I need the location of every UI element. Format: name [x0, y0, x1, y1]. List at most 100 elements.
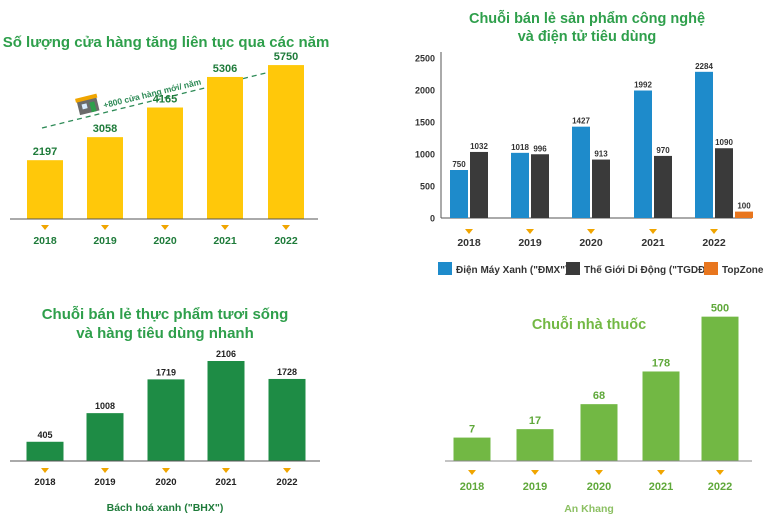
x-tick-pharmacy-2019: 2019 [523, 481, 547, 493]
tick-marker-pharmacy-2019 [531, 470, 539, 475]
tick-marker-grocery-2022 [283, 468, 291, 473]
tick-marker-electronics-2022 [710, 229, 718, 234]
tick-marker-electronics-2021 [649, 229, 657, 234]
bar-tgdd-2019 [531, 154, 549, 218]
x-tick-grocery-2022: 2022 [276, 477, 297, 488]
data-label-tgdd-2018: 1032 [470, 142, 488, 151]
y-tick-electronics-500: 500 [420, 182, 435, 192]
bar-dmx-2022 [695, 71, 713, 218]
chart-title-stores: Số lượng cửa hàng tăng liên tục qua các … [3, 34, 330, 51]
chart-title-grocery-line2: và hàng tiêu dùng nhanh [76, 325, 254, 342]
data-label-dmx-2022: 2284 [695, 62, 713, 71]
chart-title-grocery: Chuỗi bán lẻ thực phẩm tươi sống [42, 306, 289, 323]
chart-title-electronics-line2: và điện tử tiêu dùng [518, 29, 657, 45]
x-tick-grocery-2020: 2020 [155, 477, 176, 488]
data-label-stores-2019: 3058 [93, 123, 117, 135]
data-label-pharmacy-2020: 68 [593, 390, 605, 402]
data-label-grocery-2021: 2106 [216, 349, 236, 359]
legend-label-grocery: Bách hoá xanh ("BHX") [107, 502, 224, 514]
tick-marker-pharmacy-2022 [716, 470, 724, 475]
x-tick-electronics-2022: 2022 [702, 237, 726, 249]
data-label-grocery-2022: 1728 [277, 367, 297, 377]
data-label-dmx-2019: 1018 [511, 143, 529, 152]
bar-tgdd-2022 [715, 148, 733, 218]
bar-topzone-2022 [735, 211, 753, 218]
bar-pharmacy-2022 [701, 316, 739, 461]
legend-label-electronics-0: Điện Máy Xanh ("ĐMX") [456, 265, 568, 276]
data-label-dmx-2021: 1992 [634, 81, 652, 90]
x-tick-pharmacy-2018: 2018 [460, 481, 484, 493]
annotation-group: +800 cửa hàng mới/ năm [75, 76, 202, 116]
data-label-stores-2022: 5750 [274, 51, 298, 63]
tick-marker-electronics-2019 [526, 229, 534, 234]
bar-pharmacy-2021 [642, 371, 680, 461]
legend-swatch-electronics-0 [438, 262, 452, 275]
store-icon-door [89, 101, 97, 113]
data-label-stores-2020: 4165 [153, 94, 177, 106]
data-label-topzone-2022: 100 [737, 202, 751, 211]
data-label-tgdd-2022: 1090 [715, 138, 733, 147]
data-label-stores-2018: 2197 [33, 146, 57, 158]
x-tick-grocery-2019: 2019 [94, 477, 115, 488]
x-tick-stores-2019: 2019 [93, 235, 117, 247]
x-tick-pharmacy-2022: 2022 [708, 481, 732, 493]
bar-stores-2022 [268, 65, 304, 219]
tick-marker-stores-2022 [282, 225, 290, 230]
data-label-pharmacy-2021: 178 [652, 357, 670, 369]
legend-label-electronics-2: TopZone [722, 265, 764, 276]
bar-stores-2018 [27, 160, 63, 219]
bar-pharmacy-2020 [580, 404, 618, 461]
tick-marker-grocery-2020 [162, 468, 170, 473]
x-tick-grocery-2018: 2018 [34, 477, 55, 488]
bar-stores-2019 [87, 137, 123, 219]
x-tick-electronics-2018: 2018 [457, 237, 481, 249]
x-tick-electronics-2019: 2019 [518, 237, 542, 249]
legend-label-pharmacy: An Khang [564, 503, 614, 515]
bar-grocery-2019 [86, 413, 124, 461]
tick-marker-pharmacy-2020 [595, 470, 603, 475]
x-tick-stores-2018: 2018 [33, 235, 57, 247]
bar-dmx-2021 [634, 90, 652, 218]
bar-grocery-2020 [147, 379, 185, 461]
x-tick-electronics-2021: 2021 [641, 237, 665, 249]
data-label-grocery-2020: 1719 [156, 367, 176, 377]
data-label-grocery-2019: 1008 [95, 401, 115, 411]
y-tick-electronics-1000: 1000 [415, 150, 435, 160]
tick-marker-electronics-2018 [465, 229, 473, 234]
bar-dmx-2020 [572, 126, 590, 218]
x-tick-electronics-2020: 2020 [579, 237, 603, 249]
y-tick-electronics-2500: 2500 [415, 54, 435, 64]
bar-stores-2020 [147, 107, 183, 219]
data-label-dmx-2020: 1427 [572, 117, 590, 126]
tick-marker-pharmacy-2018 [468, 470, 476, 475]
chart-title-electronics: Chuỗi bán lẻ sản phẩm công nghệ [469, 10, 705, 27]
legend-swatch-electronics-1 [566, 262, 580, 275]
bar-grocery-2021 [207, 361, 245, 461]
x-tick-stores-2022: 2022 [274, 235, 298, 247]
bar-pharmacy-2019 [516, 429, 554, 461]
store-icon [75, 93, 100, 116]
tick-marker-stores-2018 [41, 225, 49, 230]
data-label-dmx-2018: 750 [452, 160, 466, 169]
data-label-pharmacy-2018: 7 [469, 424, 475, 436]
store-icon-awning [75, 93, 98, 103]
bar-dmx-2019 [511, 152, 529, 218]
bar-grocery-2022 [268, 378, 306, 461]
tick-marker-grocery-2021 [222, 468, 230, 473]
y-tick-electronics-1500: 1500 [415, 118, 435, 128]
tick-marker-stores-2021 [221, 225, 229, 230]
bar-tgdd-2020 [592, 159, 610, 218]
legend-label-electronics-1: Thế Giới Di Động ("TGDĐ") [584, 264, 713, 276]
data-label-pharmacy-2022: 500 [711, 303, 729, 315]
data-label-pharmacy-2019: 17 [529, 415, 541, 427]
x-tick-pharmacy-2020: 2020 [587, 481, 611, 493]
x-tick-grocery-2021: 2021 [215, 477, 237, 488]
data-label-stores-2021: 5306 [213, 63, 237, 75]
bar-grocery-2018 [26, 441, 64, 461]
tick-marker-electronics-2020 [587, 229, 595, 234]
y-tick-electronics-2000: 2000 [415, 86, 435, 96]
data-label-tgdd-2021: 970 [656, 146, 670, 155]
tick-marker-grocery-2018 [41, 468, 49, 473]
tick-marker-pharmacy-2021 [657, 470, 665, 475]
